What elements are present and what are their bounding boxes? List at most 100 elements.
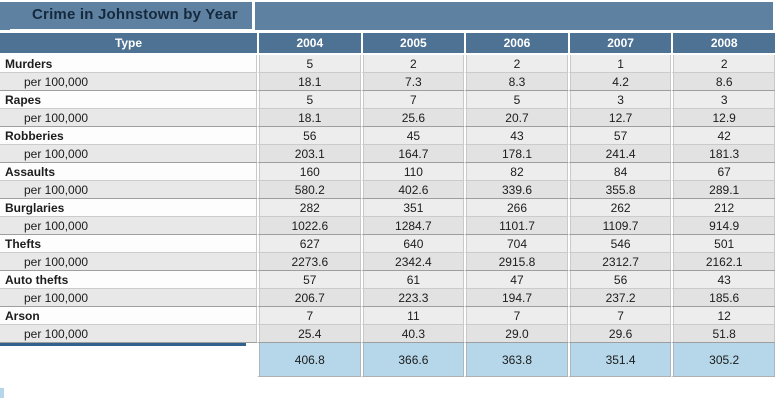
crime-count-row: Murders 5 2 2 1 2 (0, 55, 775, 73)
footer-value-2004: 406.8 (257, 343, 361, 377)
footer-value-2005: 366.6 (360, 343, 465, 377)
crime-count-value: 7 (360, 91, 465, 109)
per-capita-value: 223.3 (360, 289, 465, 307)
crime-count-row: Thefts 627 640 704 546 501 (0, 235, 775, 253)
per-capita-value: 1022.6 (257, 217, 361, 235)
per-capita-value: 206.7 (257, 289, 361, 307)
per-capita-row: per 100,000 1022.6 1284.7 1101.7 1109.7 914.9 (0, 217, 775, 235)
crime-count-value: 546 (567, 235, 672, 253)
crime-count-value: 5 (257, 91, 361, 109)
per-capita-value: 914.9 (671, 217, 775, 235)
per-capita-label: per 100,000 (0, 325, 257, 343)
per-capita-value: 2342.4 (360, 253, 465, 271)
per-capita-value: 40.3 (360, 325, 465, 343)
footer-accent-line (0, 343, 246, 346)
per-capita-value: 2162.1 (671, 253, 775, 271)
crime-count-value: 12 (671, 307, 775, 325)
per-capita-row: per 100,000 580.2 402.6 339.6 355.8 289.1 (0, 181, 775, 199)
per-capita-value: 25.6 (360, 109, 465, 127)
per-capita-value: 580.2 (257, 181, 361, 199)
crime-count-value: 43 (464, 127, 568, 145)
crime-count-value: 61 (360, 271, 465, 289)
column-header-2005: 2005 (360, 33, 465, 55)
crime-count-value: 3 (671, 91, 775, 109)
per-capita-value: 29.0 (464, 325, 568, 343)
crime-type-label: Murders (0, 55, 257, 73)
per-capita-value: 2915.8 (464, 253, 568, 271)
crime-count-value: 282 (257, 199, 361, 217)
crime-count-value: 5 (257, 55, 361, 73)
corner-mark (0, 388, 4, 398)
crime-count-row: Rapes 5 7 5 3 3 (0, 91, 775, 109)
crime-count-value: 1 (567, 55, 672, 73)
per-capita-row: per 100,000 18.1 25.6 20.7 12.7 12.9 (0, 109, 775, 127)
per-capita-value: 178.1 (464, 145, 568, 163)
crime-count-row: Robberies 56 45 43 57 42 (0, 127, 775, 145)
column-header-2007: 2007 (567, 33, 672, 55)
crime-count-value: 2 (360, 55, 465, 73)
crime-count-value: 57 (257, 271, 361, 289)
crime-type-label: Thefts (0, 235, 257, 253)
crime-count-value: 7 (464, 307, 568, 325)
per-capita-value: 51.8 (671, 325, 775, 343)
crime-count-row: Assaults 160 110 82 84 67 (0, 163, 775, 181)
per-capita-label: per 100,000 (0, 253, 257, 271)
crime-count-value: 704 (464, 235, 568, 253)
crime-count-value: 640 (360, 235, 465, 253)
crime-count-value: 3 (567, 91, 672, 109)
crime-index-row: 406.8 366.6 363.8 351.4 305.2 (0, 343, 775, 377)
per-capita-value: 29.6 (567, 325, 672, 343)
crime-count-value: 266 (464, 199, 568, 217)
crime-table: Type 2004 2005 2006 2007 2008 Murders 5 2 2… (0, 33, 775, 377)
per-capita-value: 181.3 (671, 145, 775, 163)
per-capita-value: 339.6 (464, 181, 568, 199)
per-capita-row: per 100,000 2273.6 2342.4 2915.8 2312.7 2162.… (0, 253, 775, 271)
per-capita-row: per 100,000 206.7 223.3 194.7 237.2 185.6 (0, 289, 775, 307)
table-header-row: Type 2004 2005 2006 2007 2008 (0, 33, 775, 55)
crime-count-value: 627 (257, 235, 361, 253)
crime-count-value: 42 (671, 127, 775, 145)
crime-count-value: 56 (567, 271, 672, 289)
per-capita-value: 20.7 (464, 109, 568, 127)
footer-type-cell (0, 343, 257, 377)
crime-count-value: 2 (671, 55, 775, 73)
per-capita-value: 25.4 (257, 325, 361, 343)
per-capita-row: per 100,000 18.1 7.3 8.3 4.2 8.6 (0, 73, 775, 91)
crime-type-label: Assaults (0, 163, 257, 181)
per-capita-value: 1109.7 (567, 217, 672, 235)
per-capita-value: 12.9 (671, 109, 775, 127)
crime-table-body: Murders 5 2 2 1 2 per 100,000 18.1 7.3 8.3 4.2 8.6 R… (0, 55, 775, 343)
per-capita-label: per 100,000 (0, 217, 257, 235)
crime-count-value: 82 (464, 163, 568, 181)
column-header-2008: 2008 (671, 33, 775, 55)
crime-count-value: 110 (360, 163, 465, 181)
crime-count-value: 56 (257, 127, 361, 145)
crime-type-label: Auto thefts (0, 271, 257, 289)
title-bar: Crime in Johnstown by Year (0, 0, 775, 32)
per-capita-row: per 100,000 25.4 40.3 29.0 29.6 51.8 (0, 325, 775, 343)
crime-type-label: Robberies (0, 127, 257, 145)
crime-count-value: 262 (567, 199, 672, 217)
per-capita-value: 18.1 (257, 109, 361, 127)
footer-value-2006: 363.8 (464, 343, 568, 377)
per-capita-label: per 100,000 (0, 73, 257, 91)
per-capita-value: 1284.7 (360, 217, 465, 235)
per-capita-value: 355.8 (567, 181, 672, 199)
per-capita-label: per 100,000 (0, 145, 257, 163)
per-capita-label: per 100,000 (0, 289, 257, 307)
per-capita-value: 2312.7 (567, 253, 672, 271)
per-capita-value: 237.2 (567, 289, 672, 307)
header-gap (0, 30, 775, 33)
per-capita-value: 2273.6 (257, 253, 361, 271)
crime-count-value: 351 (360, 199, 465, 217)
per-capita-value: 164.7 (360, 145, 465, 163)
crime-count-row: Arson 7 11 7 7 12 (0, 307, 775, 325)
crime-count-value: 45 (360, 127, 465, 145)
per-capita-value: 402.6 (360, 181, 465, 199)
crime-count-value: 7 (257, 307, 361, 325)
page-title: Crime in Johnstown by Year (32, 6, 238, 23)
title-box: Crime in Johnstown by Year (10, 2, 255, 32)
column-header-2006: 2006 (464, 33, 568, 55)
crime-count-row: Burglaries 282 351 266 262 212 (0, 199, 775, 217)
